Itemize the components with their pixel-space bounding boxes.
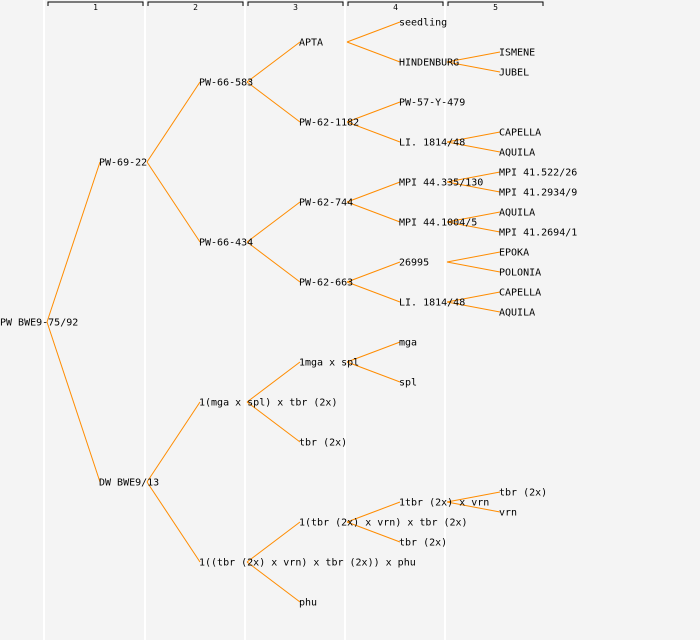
- pedigree-edge: [346, 41, 401, 63]
- pedigree-edge: [346, 201, 401, 223]
- ancestor-node[interactable]: seedling: [399, 18, 447, 29]
- pedigree-edge: [446, 171, 501, 183]
- tree-edges: [46, 21, 501, 603]
- ancestor-node[interactable]: PW-62-1182: [299, 118, 359, 129]
- ancestor-node[interactable]: LI. 1814/48: [399, 298, 465, 309]
- pedigree-edge: [346, 261, 401, 283]
- pedigree-edge: [146, 481, 201, 563]
- ancestor-node[interactable]: phu: [299, 598, 317, 609]
- ancestor-node[interactable]: JUBEL: [499, 68, 529, 79]
- pedigree-edge: [446, 51, 501, 63]
- ancestor-node[interactable]: MPI 44.335/130: [399, 178, 483, 189]
- pedigree-edge: [446, 221, 501, 233]
- generation-bracket: [447, 1, 544, 6]
- pedigree-edge: [446, 261, 501, 273]
- generation-bracket: [47, 1, 144, 6]
- pedigree-edge: [446, 301, 501, 313]
- pedigree-edge: [446, 131, 501, 143]
- ancestor-node[interactable]: PW-69-22: [99, 158, 147, 169]
- pedigree-edge: [346, 281, 401, 303]
- generation-number: 4: [393, 3, 398, 12]
- pedigree-edge: [346, 21, 401, 43]
- ancestor-node[interactable]: PW-62-663: [299, 278, 353, 289]
- generation-number: 2: [193, 3, 198, 12]
- ancestor-node[interactable]: CAPELLA: [499, 288, 541, 299]
- ancestor-node[interactable]: HINDENBURG: [399, 58, 459, 69]
- pedigree-edge: [246, 41, 301, 83]
- ancestor-node[interactable]: 1mga x spl: [299, 358, 359, 369]
- pedigree-edge: [46, 161, 101, 323]
- pedigree-edge: [246, 361, 301, 403]
- pedigree-edge: [446, 291, 501, 303]
- pedigree-edge: [346, 181, 401, 203]
- ancestor-node[interactable]: 1((tbr (2x) x vrn) x tbr (2x)) x phu: [199, 558, 416, 569]
- pedigree-edge: [346, 341, 401, 363]
- ancestor-node[interactable]: 1(tbr (2x) x vrn) x tbr (2x): [299, 518, 468, 529]
- column-dividers: [43, 0, 446, 640]
- ancestor-node[interactable]: EPOKA: [499, 248, 529, 259]
- ancestor-node[interactable]: MPI 41.2934/9: [499, 188, 577, 199]
- ancestor-node[interactable]: CAPELLA: [499, 128, 541, 139]
- ancestor-node[interactable]: PW-66-434: [199, 238, 253, 249]
- ancestor-node[interactable]: AQUILA: [499, 148, 535, 159]
- ancestor-node[interactable]: 1tbr (2x) x vrn: [399, 498, 489, 509]
- pedigree-edge: [346, 501, 401, 523]
- ancestor-node[interactable]: spl: [399, 378, 417, 389]
- pedigree-edge: [146, 161, 201, 243]
- ancestor-node[interactable]: PW-62-744: [299, 198, 353, 209]
- pedigree-edge: [346, 121, 401, 143]
- generation-number: 3: [293, 3, 298, 12]
- ancestor-node[interactable]: tbr (2x): [299, 438, 347, 449]
- ancestor-node[interactable]: PW-66-583: [199, 78, 253, 89]
- generation-number: 1: [93, 3, 98, 12]
- pedigree-edge: [246, 401, 301, 443]
- generation-bracket: [247, 1, 344, 6]
- ancestor-node[interactable]: APTA: [299, 38, 323, 49]
- pedigree-edge: [246, 561, 301, 603]
- pedigree-edge: [446, 501, 501, 513]
- root-node[interactable]: PW BWE9-75/92: [0, 318, 78, 329]
- pedigree-edge: [446, 251, 501, 263]
- tree-nodes: PW BWE9-75/92 PW-69-22 PW-66-583 APTA seedli…: [0, 18, 577, 609]
- pedigree-edge: [246, 81, 301, 123]
- ancestor-node[interactable]: 1(mga x spl) x tbr (2x): [199, 398, 337, 409]
- pedigree-edge: [246, 201, 301, 243]
- generation-bracket: [347, 1, 444, 6]
- ancestor-node[interactable]: DW BWE9/13: [99, 478, 159, 489]
- ancestor-node[interactable]: AQUILA: [499, 308, 535, 319]
- pedigree-edge: [446, 61, 501, 73]
- ancestor-node[interactable]: mga: [399, 338, 417, 349]
- pedigree-edge: [246, 521, 301, 563]
- pedigree-edge: [446, 491, 501, 503]
- ancestor-node[interactable]: MPI 41.522/26: [499, 168, 577, 179]
- ancestor-node[interactable]: vrn: [499, 508, 517, 519]
- pedigree-edge: [246, 241, 301, 283]
- ancestor-node[interactable]: tbr (2x): [399, 538, 447, 549]
- ancestor-node[interactable]: AQUILA: [499, 208, 535, 219]
- pedigree-edge: [446, 141, 501, 153]
- ancestor-node[interactable]: PW-57-Y-479: [399, 98, 465, 109]
- pedigree-edge: [346, 101, 401, 123]
- pedigree-edge: [346, 361, 401, 383]
- generation-number: 5: [493, 3, 498, 12]
- ancestor-node[interactable]: tbr (2x): [499, 488, 547, 499]
- ancestor-node[interactable]: ISMENE: [499, 48, 535, 59]
- pedigree-edge: [146, 81, 201, 163]
- ancestor-node[interactable]: MPI 44.1004/5: [399, 218, 477, 229]
- ancestor-node[interactable]: 26995: [399, 258, 429, 269]
- ancestor-node[interactable]: POLONIA: [499, 268, 541, 279]
- pedigree-edge: [446, 211, 501, 223]
- pedigree-edge: [446, 181, 501, 193]
- generation-header: 1 2 3 4 5: [47, 1, 544, 12]
- pedigree-edge: [346, 521, 401, 543]
- ancestor-node[interactable]: MPI 41.2694/1: [499, 228, 577, 239]
- pedigree-edge: [146, 401, 201, 483]
- ancestor-node[interactable]: LI. 1814/48: [399, 138, 465, 149]
- generation-bracket: [147, 1, 244, 6]
- pedigree-edge: [46, 321, 101, 483]
